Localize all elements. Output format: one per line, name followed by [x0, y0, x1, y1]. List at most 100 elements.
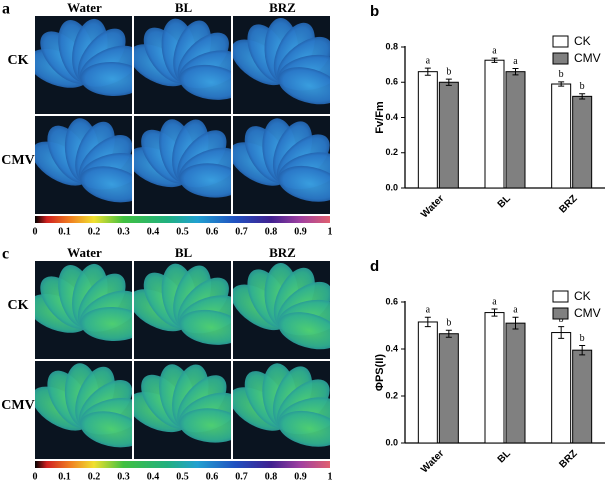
y-tick-label: 0.2: [385, 147, 398, 157]
significance-letter: b: [446, 66, 451, 77]
legend-label: CMV: [574, 306, 601, 320]
colorbar-tick-label: 0: [33, 226, 38, 237]
leaves: [35, 263, 132, 342]
colorbar-tick-label: 0.8: [265, 471, 278, 482]
error-bar: [491, 57, 498, 63]
y-tick-label: 0.6: [385, 296, 398, 306]
x-tick-label: BL: [496, 448, 513, 465]
y-tick-label: 0.0: [385, 182, 398, 192]
colorbar-tick-label: 0.5: [176, 471, 189, 482]
column-header: BL: [175, 0, 193, 15]
colorbar-tick-label: 0.3: [117, 471, 130, 482]
colorbar-tick-label: 0.1: [58, 471, 71, 482]
row-label: CMV: [1, 398, 34, 413]
colorbar-tick-label: 0.6: [206, 471, 219, 482]
fluorescence-image: [35, 116, 132, 214]
x-tick-label: Water: [419, 193, 446, 220]
y-tick-label: 0.8: [385, 41, 398, 51]
significance-letter: a: [492, 296, 497, 307]
leaf: [278, 312, 330, 350]
bar: [505, 71, 526, 189]
significance-letter: a: [513, 56, 518, 67]
fluorescence-image: [134, 16, 231, 114]
colorbar-tick-label: 0.9: [294, 226, 307, 237]
row-label: CMV: [1, 153, 34, 168]
legend-label: CMV: [574, 51, 601, 65]
y-tick-label: 0.0: [385, 437, 398, 447]
leaf: [179, 309, 231, 345]
leaf: [278, 410, 330, 447]
leaves: [35, 18, 132, 97]
column-header: BRZ: [269, 0, 296, 15]
x-tick-label: Water: [419, 448, 446, 475]
bar: [551, 332, 572, 444]
fluorescence-image: [35, 261, 132, 359]
leaf: [80, 166, 132, 203]
colorbar-tick-label: 0.2: [88, 226, 101, 237]
leaf: [278, 67, 330, 105]
leaf: [80, 61, 132, 97]
colorbar-tick-label: 0: [33, 471, 38, 482]
significance-letter: a: [426, 55, 431, 66]
significance-letter: b: [559, 69, 564, 80]
y-tick-label: 0.4: [385, 112, 398, 122]
colorbar: [35, 216, 330, 223]
bar: [572, 95, 593, 189]
legend-swatch: [552, 52, 569, 65]
column-header: BL: [175, 245, 193, 260]
error-bar: [512, 68, 519, 76]
legend-label: CK: [574, 34, 591, 48]
row-label: CK: [8, 298, 29, 313]
significance-letter: b: [580, 81, 585, 92]
bar: [417, 71, 438, 189]
leaves: [233, 263, 330, 350]
legend-swatch: [552, 290, 569, 303]
colorbar-tick-label: 0.9: [294, 471, 307, 482]
colorbar-tick-label: 1: [328, 226, 333, 237]
significance-letter: b: [446, 317, 451, 328]
leaves: [233, 18, 330, 105]
panel-label: c: [2, 246, 9, 263]
fluorescence-image: [134, 116, 231, 214]
panel-label: d: [370, 258, 379, 275]
colorbar-tick-label: 0.3: [117, 226, 130, 237]
colorbar-tick-label: 0.7: [235, 226, 248, 237]
fluorescence-image: [233, 261, 330, 359]
x-tick-label: BL: [496, 193, 513, 210]
column-header: BRZ: [269, 245, 296, 260]
bar: [438, 81, 459, 189]
y-axis-label: ΦPS(II): [374, 354, 386, 391]
leaves: [233, 363, 330, 447]
leaves: [134, 364, 231, 443]
fluorescence-image: [233, 361, 330, 459]
colorbar-tick-label: 1: [328, 471, 333, 482]
significance-letter: b: [580, 333, 585, 344]
leaves: [134, 263, 231, 345]
bar: [438, 333, 459, 444]
panel-label: b: [370, 3, 379, 20]
x-tick-label: BRZ: [557, 193, 579, 215]
fluorescence-image: [35, 16, 132, 114]
colorbar-tick-label: 0.7: [235, 471, 248, 482]
bar: [484, 312, 505, 444]
leaf: [179, 64, 231, 100]
legend-swatch: [552, 307, 569, 320]
fluorescence-image: [233, 116, 330, 214]
error-bar: [558, 326, 565, 339]
significance-letter: a: [513, 305, 518, 316]
bar: [417, 321, 438, 444]
column-header: Water: [67, 0, 102, 15]
leaf: [80, 306, 132, 342]
error-bar: [558, 81, 565, 87]
error-bar: [579, 93, 586, 100]
leaves: [134, 18, 231, 100]
leaves: [35, 118, 132, 203]
fluorescence-image: [233, 16, 330, 114]
x-tick-label: BRZ: [557, 448, 579, 470]
bar: [572, 349, 593, 444]
error-bar: [424, 67, 431, 76]
leaves: [35, 363, 132, 448]
legend-swatch: [552, 35, 569, 48]
y-tick-label: 0.2: [385, 390, 398, 400]
